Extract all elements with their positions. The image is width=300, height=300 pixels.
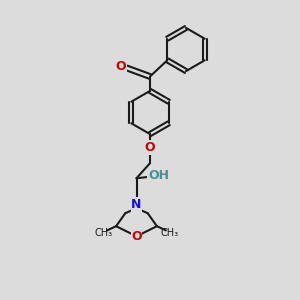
Text: O: O	[115, 59, 126, 73]
Text: OH: OH	[148, 169, 169, 182]
Text: CH₃: CH₃	[94, 228, 112, 238]
Text: CH₃: CH₃	[160, 228, 178, 238]
Text: O: O	[131, 230, 142, 243]
Text: N: N	[131, 198, 142, 211]
Text: O: O	[145, 141, 155, 154]
